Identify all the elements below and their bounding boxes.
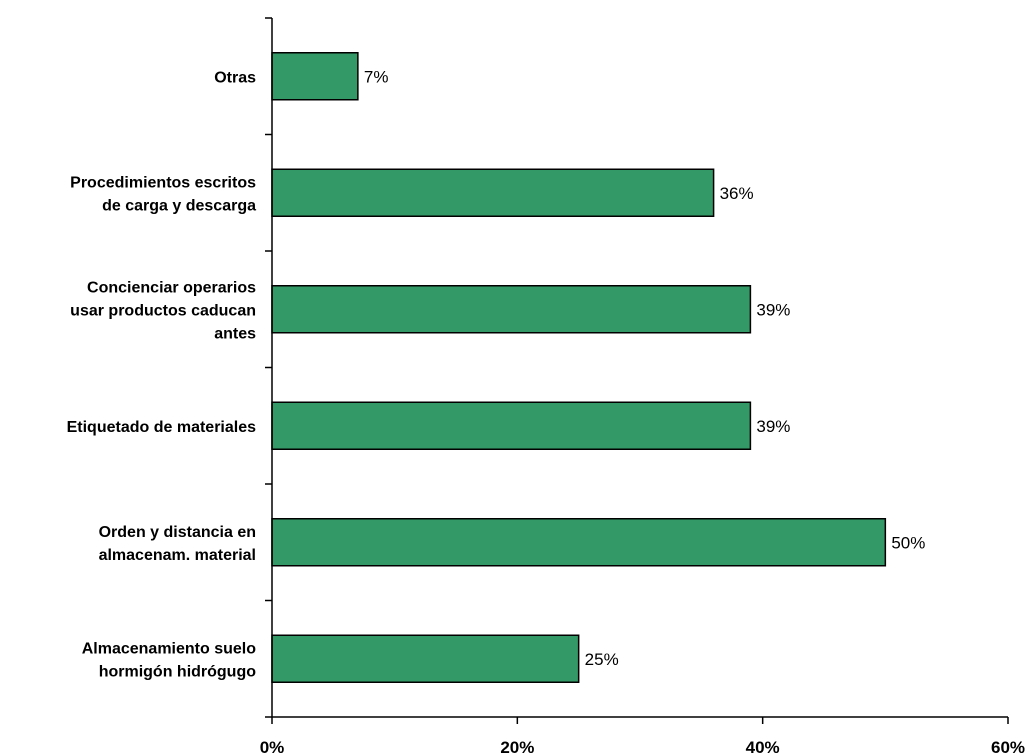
data-label: 50% — [891, 533, 925, 552]
data-label: 7% — [364, 67, 389, 86]
category-label-line: almacenam. material — [99, 547, 256, 564]
x-tick-label: 60% — [991, 738, 1025, 755]
category-label-line: Etiquetado de materiales — [67, 419, 256, 436]
category-label-line: Almacenamiento suelo — [82, 640, 257, 657]
x-tick-label: 0% — [260, 738, 285, 755]
data-label: 36% — [720, 184, 754, 203]
bar — [271, 52, 359, 101]
category-label-line: hormigón hidrógugo — [99, 663, 257, 680]
data-label: 39% — [756, 417, 790, 436]
x-tick-label: 20% — [500, 738, 534, 755]
category-label: Etiquetado de materiales — [67, 419, 256, 436]
category-label: Procedimientos escritos de carga y descar… — [70, 174, 256, 214]
category-label-line: Otras — [214, 69, 256, 86]
category-label-line: Concienciar operarios — [87, 279, 256, 296]
category-label-line: usar productos caducan — [70, 302, 256, 319]
bar — [271, 518, 887, 567]
axes: 0% 20% 40% 60% — [260, 17, 1025, 755]
x-tick-label: 40% — [746, 738, 780, 755]
bar — [271, 634, 580, 683]
category-label: Almacenamiento suelo hormigón hidrógugo — [82, 640, 257, 680]
category-label: Otras — [214, 69, 256, 86]
data-label: 25% — [585, 650, 619, 669]
data-label: 39% — [756, 300, 790, 319]
bar — [271, 401, 752, 450]
category-labels: Otras Procedimientos escritos de carga y d… — [67, 69, 257, 680]
category-label-line: antes — [214, 325, 256, 342]
category-label-line: Orden y distancia en — [99, 524, 256, 541]
bar — [271, 168, 715, 217]
category-label: Orden y distancia en almacenam. material — [99, 524, 256, 564]
category-label-line: de carga y descarga — [102, 197, 256, 214]
category-label-line: Procedimientos escritos — [70, 174, 256, 191]
bars-layer: 7% 36% 39% 39% 50% 25% — [271, 52, 925, 683]
category-label: Concienciar operarios usar productos cadu… — [70, 279, 256, 342]
bar — [271, 285, 752, 334]
